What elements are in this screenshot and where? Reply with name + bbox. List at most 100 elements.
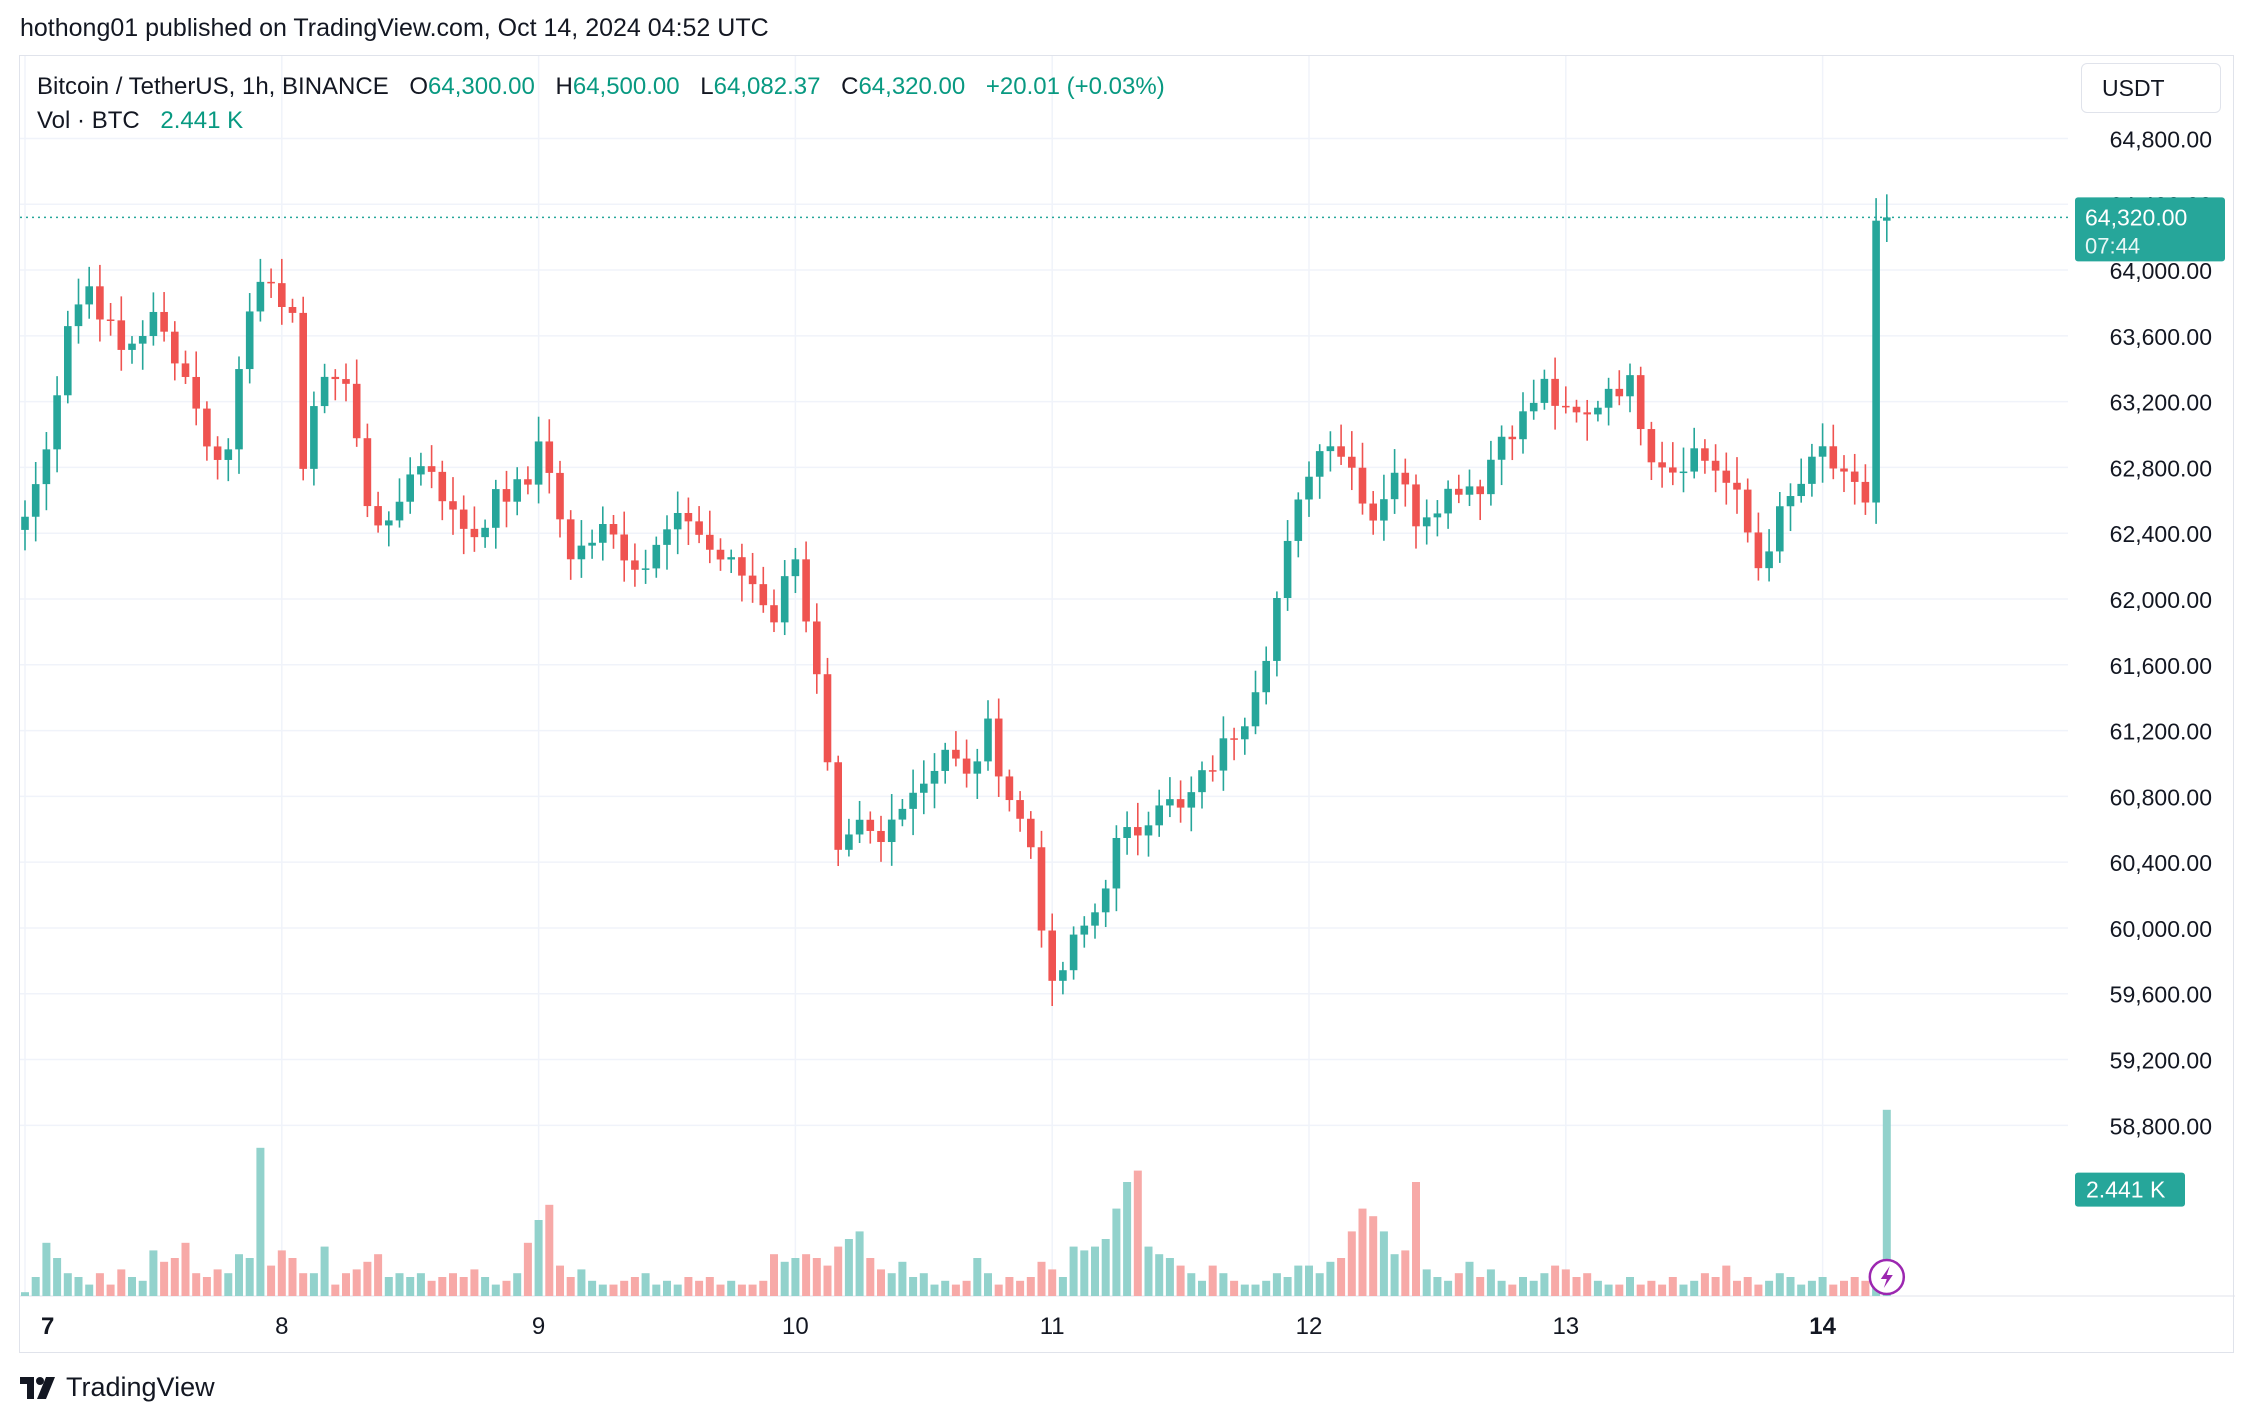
candle[interactable] [673, 491, 682, 555]
candle[interactable] [566, 510, 575, 580]
candle[interactable] [1337, 424, 1345, 465]
candle[interactable] [1743, 478, 1752, 543]
candle[interactable] [342, 363, 350, 402]
candle[interactable] [106, 303, 115, 336]
candle[interactable] [1786, 483, 1795, 532]
candle[interactable] [1219, 716, 1228, 791]
candle[interactable] [492, 479, 500, 549]
candle[interactable] [470, 506, 479, 552]
candle[interactable] [417, 452, 425, 486]
candle[interactable] [1872, 198, 1880, 524]
candle[interactable] [631, 543, 639, 587]
candle[interactable] [609, 514, 618, 549]
candle[interactable] [64, 310, 72, 404]
candle[interactable] [1701, 439, 1709, 474]
candle[interactable] [1198, 761, 1206, 809]
candle[interactable] [1519, 392, 1527, 454]
candle[interactable] [1508, 425, 1517, 461]
candle[interactable] [235, 356, 243, 474]
candle[interactable] [1230, 727, 1238, 761]
candle[interactable] [1101, 879, 1110, 928]
candle[interactable] [459, 495, 468, 555]
candle[interactable] [1444, 480, 1452, 529]
candle[interactable] [738, 543, 746, 602]
candle[interactable] [791, 547, 800, 594]
candle[interactable] [1208, 755, 1217, 782]
chart-frame[interactable]: 58,800.00 59,200.00 59,600.00 60,000.00 60,4… [19, 55, 2235, 1353]
candle[interactable] [1850, 453, 1859, 505]
candle[interactable] [74, 278, 83, 344]
candle[interactable] [802, 541, 810, 633]
candle[interactable] [31, 461, 40, 542]
candle[interactable] [577, 520, 586, 578]
candle[interactable] [1679, 447, 1688, 493]
candle[interactable] [727, 549, 735, 573]
candle[interactable] [42, 432, 51, 511]
candle[interactable] [1069, 926, 1078, 980]
candle[interactable] [245, 293, 254, 384]
candle[interactable] [962, 739, 971, 788]
candle[interactable] [1690, 427, 1698, 479]
candle[interactable] [363, 423, 372, 518]
candle[interactable] [1048, 913, 1056, 1007]
candle[interactable] [1754, 512, 1763, 581]
candle[interactable] [1358, 442, 1367, 515]
candle[interactable] [588, 529, 596, 559]
candle[interactable] [1134, 802, 1142, 856]
candle[interactable] [534, 416, 543, 504]
candle[interactable] [706, 510, 714, 564]
candle[interactable] [1273, 591, 1281, 677]
candle[interactable] [310, 391, 318, 486]
candle[interactable] [663, 515, 671, 570]
candle[interactable] [1283, 520, 1292, 611]
candle[interactable] [716, 538, 725, 571]
candle[interactable] [1144, 811, 1153, 857]
candle[interactable] [620, 511, 628, 582]
candle[interactable] [1722, 452, 1731, 505]
candle[interactable] [213, 436, 222, 480]
candle[interactable] [438, 460, 447, 521]
candle[interactable] [1369, 491, 1377, 535]
candle[interactable] [128, 336, 136, 364]
candle[interactable] [513, 467, 521, 516]
candle[interactable] [149, 292, 158, 346]
candle[interactable] [524, 466, 532, 495]
candle[interactable] [288, 298, 297, 323]
candle[interactable] [1562, 386, 1570, 414]
candle[interactable] [1572, 399, 1581, 423]
candle[interactable] [684, 497, 693, 545]
candle[interactable] [1123, 811, 1131, 855]
candle[interactable] [320, 363, 329, 414]
lightning-icon[interactable] [1868, 1258, 1906, 1296]
candle[interactable] [748, 552, 757, 603]
candle[interactable] [181, 350, 190, 384]
candle[interactable] [395, 478, 404, 528]
candle[interactable] [331, 369, 340, 401]
candle[interactable] [930, 753, 939, 809]
candle[interactable] [502, 470, 511, 528]
candle[interactable] [641, 549, 650, 584]
candle[interactable] [1776, 492, 1784, 563]
candle[interactable] [1112, 825, 1121, 912]
candle[interactable] [1315, 444, 1324, 499]
candle[interactable] [160, 292, 168, 342]
candle[interactable] [1401, 458, 1410, 507]
candle[interactable] [352, 359, 361, 447]
candle[interactable] [1422, 499, 1431, 545]
candle[interactable] [1262, 646, 1270, 705]
candle[interactable] [1390, 449, 1399, 514]
candle[interactable] [652, 536, 661, 578]
candle[interactable] [545, 419, 554, 494]
candle[interactable] [267, 268, 275, 298]
candle[interactable] [1840, 455, 1848, 493]
candle[interactable] [780, 560, 789, 636]
candle[interactable] [1861, 464, 1870, 515]
candle[interactable] [1433, 500, 1442, 537]
candle[interactable] [1080, 916, 1089, 948]
candle[interactable] [1540, 369, 1549, 410]
candle[interactable] [1583, 399, 1591, 441]
candle[interactable] [203, 401, 211, 461]
candle[interactable] [599, 506, 607, 561]
candle[interactable] [53, 376, 61, 473]
candle[interactable] [481, 519, 489, 548]
